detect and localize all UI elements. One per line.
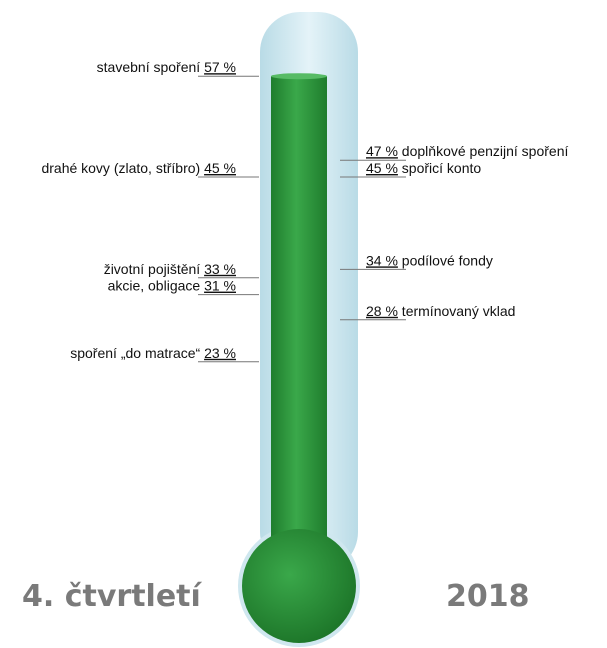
category-value-left-2: 33 %: [204, 261, 236, 277]
category-label-right-0: 47 % doplňkové penzijní spoření: [366, 143, 568, 159]
category-label-left-4: spoření „do matrace“ 23 %: [70, 345, 236, 361]
category-name-right-1: spořicí konto: [398, 160, 481, 176]
footer-period: 4. čtvrtletí: [22, 579, 203, 614]
thermometer-liquid-top: [271, 73, 327, 80]
category-name-right-0: doplňkové penzijní spoření: [398, 143, 569, 159]
category-value-right-3: 28 %: [366, 303, 398, 319]
footer-year: 2018: [446, 579, 530, 614]
thermometer-bulb-liquid: [242, 529, 356, 643]
category-label-left-3: akcie, obligace 31 %: [108, 278, 236, 294]
category-name-left-1: drahé kovy (zlato, stříbro): [41, 160, 204, 176]
category-name-right-3: termínovaný vklad: [398, 303, 516, 319]
category-label-left-1: drahé kovy (zlato, stříbro) 45 %: [41, 160, 236, 176]
category-name-left-2: životní pojištění: [104, 261, 204, 277]
category-value-left-0: 57 %: [204, 59, 236, 75]
category-label-right-1: 45 % spořicí konto: [366, 160, 481, 176]
category-marks: stavební spoření 57 % drahé kovy (zlato, …: [41, 59, 568, 363]
category-value-right-1: 45 %: [366, 160, 398, 176]
category-label-left-0: stavební spoření 57 %: [97, 59, 236, 75]
category-value-left-3: 31 %: [204, 278, 236, 294]
category-value-left-1: 45 %: [204, 160, 236, 176]
thermometer-liquid: [271, 76, 327, 560]
category-value-right-0: 47 %: [366, 143, 398, 159]
category-name-left-4: spoření „do matrace“: [70, 345, 204, 361]
category-value-left-4: 23 %: [204, 345, 236, 361]
category-label-left-2: životní pojištění 33 %: [104, 261, 236, 277]
category-name-right-2: podílové fondy: [398, 252, 493, 268]
category-label-right-3: 28 % termínovaný vklad: [366, 303, 515, 319]
category-value-right-2: 34 %: [366, 252, 398, 268]
category-name-left-0: stavební spoření: [97, 59, 204, 75]
category-label-right-2: 34 % podílové fondy: [366, 252, 493, 268]
category-name-left-3: akcie, obligace: [108, 278, 205, 294]
